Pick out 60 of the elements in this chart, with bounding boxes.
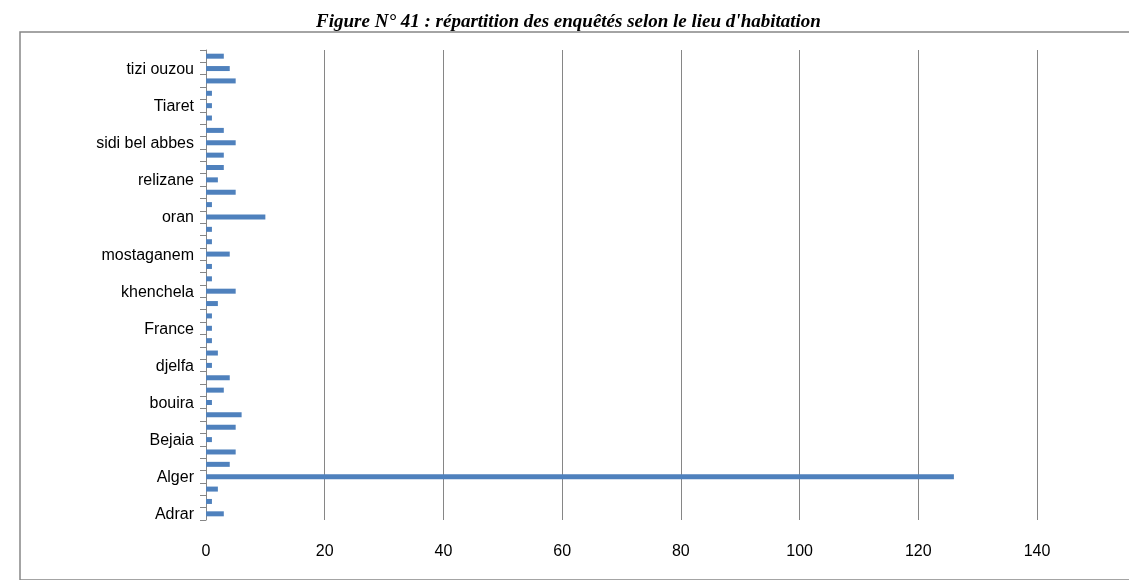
bar: [206, 437, 212, 443]
bar: [206, 288, 236, 294]
y-tick-label: Tiaret: [153, 97, 195, 115]
y-tick-label: khenchela: [121, 282, 195, 300]
bar: [206, 301, 218, 307]
y-tick-label: Alger: [156, 468, 195, 486]
y-tick-label: mostaganem: [101, 245, 194, 263]
bar: [206, 449, 236, 455]
bar: [206, 276, 212, 282]
x-tick-label: 60: [553, 541, 572, 559]
bar: [206, 115, 212, 121]
chart-title: Figure N° 41 : répartition des enquêtés selon le lieu d'habitation: [315, 10, 821, 31]
bar: [206, 362, 212, 368]
bar: [206, 226, 212, 232]
y-tick-label: France: [144, 319, 195, 337]
bar: [206, 474, 954, 480]
bar: [206, 103, 212, 109]
bar: [206, 325, 212, 331]
bar: [206, 498, 212, 504]
bar: [206, 214, 266, 220]
bar: [206, 412, 242, 418]
bar: [206, 375, 230, 381]
bar: [206, 313, 212, 319]
bar: [206, 66, 230, 72]
bar: [206, 338, 212, 344]
x-tick-label: 40: [434, 541, 453, 559]
bar: [206, 511, 224, 517]
bar: [206, 127, 224, 133]
y-tick-label: tizi ouzou: [126, 60, 194, 78]
bar: [206, 239, 212, 245]
bar: [206, 90, 212, 96]
bar: [206, 152, 224, 158]
y-tick-label: djelfa: [155, 356, 195, 374]
bar: [206, 202, 212, 208]
x-tick-label: 120: [904, 541, 932, 559]
bar: [206, 461, 230, 467]
x-tick-label: 140: [1023, 541, 1051, 559]
bar: [206, 387, 224, 393]
bar: [206, 424, 236, 430]
bar: [206, 140, 236, 146]
y-tick-label: sidi bel abbes: [96, 134, 194, 152]
bar: [206, 177, 218, 183]
x-tick-label: 0: [201, 541, 211, 559]
bar: [206, 263, 212, 269]
y-tick-label: oran: [161, 208, 194, 226]
y-tick-label: bouira: [149, 394, 195, 411]
bar: [206, 53, 224, 59]
x-tick-label: 80: [671, 541, 690, 559]
y-tick-label: relizane: [137, 171, 195, 189]
bar: [206, 400, 212, 405]
bar: [206, 486, 218, 492]
x-tick-label: 20: [315, 541, 334, 559]
bar: [206, 78, 236, 84]
y-tick-label: Bejaia: [149, 431, 195, 449]
bar: [206, 251, 230, 257]
y-tick-label: Adrar: [154, 505, 195, 523]
bar: [206, 189, 236, 195]
bar: [206, 165, 224, 170]
bar: [206, 350, 218, 356]
x-tick-label: 100: [786, 541, 814, 559]
